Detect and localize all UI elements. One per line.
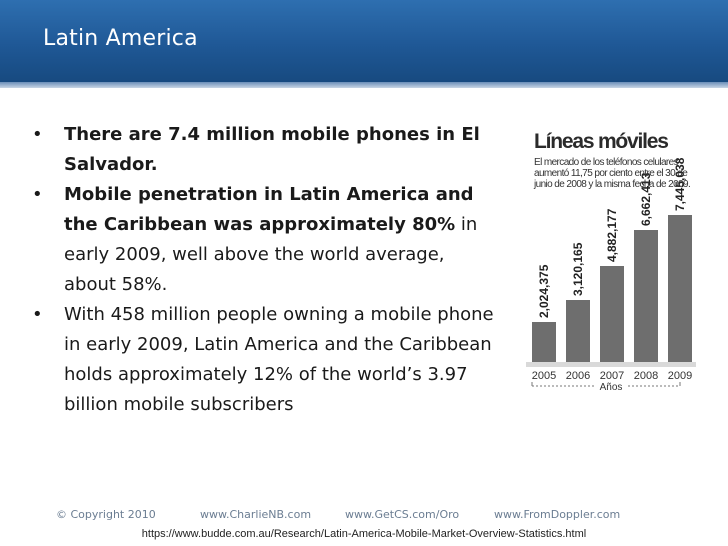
- chart-canvas: 2,024,375 2005 3,120,165 2006 4,882,177 2007 6…: [526, 157, 696, 393]
- bullet-text: With 458 million people owning a mobile …: [64, 304, 494, 415]
- chart-bar: [634, 230, 658, 362]
- chart-title: Líneas móviles: [534, 130, 669, 153]
- chart-bar: [532, 322, 556, 362]
- chart-bar: [566, 300, 590, 362]
- slide-title: Latin America: [43, 26, 198, 51]
- chart-subtitle: El mercado de los teléfonos celulares au…: [534, 157, 691, 190]
- bullet-dot-icon: •: [32, 304, 43, 325]
- slide-header: Latin America: [0, 0, 728, 82]
- mobile-lines-chart: 2,024,375 2005 3,120,165 2006 4,882,177 2007 6…: [520, 124, 700, 404]
- footer-link-getcs[interactable]: www.GetCS.com/Oro: [345, 508, 460, 521]
- bullet-item: • There are 7.4 million mobile phones in…: [30, 120, 495, 180]
- bullet-bold-text: There are 7.4 million mobile phones in E…: [64, 124, 480, 175]
- bullet-list: • There are 7.4 million mobile phones in…: [30, 120, 495, 420]
- chart-category-label: 2007: [600, 370, 624, 382]
- chart-data-label: 7,445,038: [673, 157, 687, 211]
- chart-x-axis-label: Años: [600, 382, 623, 393]
- chart-category-label: 2008: [634, 370, 658, 382]
- footer-link-fromdoppler[interactable]: www.FromDoppler.com: [494, 508, 621, 521]
- footer: © Copyright 2010 www.CharlieNB.com www.G…: [0, 508, 728, 522]
- bullet-text: in early 2009, well above the world aver…: [64, 214, 478, 295]
- chart-baseline: [526, 362, 696, 367]
- chart-data-label: 3,120,165: [571, 242, 585, 296]
- footer-copyright: © Copyright 2010: [56, 508, 156, 521]
- chart-axis-label-bg: [594, 380, 628, 392]
- chart-bar: [668, 215, 692, 362]
- bullet-item: • With 458 million people owning a mobil…: [30, 300, 495, 420]
- bullet-bold-text: Mobile penetration in Latin America and …: [64, 184, 474, 235]
- bullet-dot-icon: •: [32, 124, 43, 145]
- chart-bar: [600, 266, 624, 362]
- bullet-item: • Mobile penetration in Latin America an…: [30, 180, 495, 300]
- header-divider: [0, 82, 728, 88]
- chart-data-label: 2,024,375: [537, 264, 551, 318]
- chart-data-label: 6,662,413: [639, 172, 653, 226]
- footer-link-charlienb[interactable]: www.CharlieNB.com: [200, 508, 312, 521]
- chart-category-label: 2009: [668, 370, 692, 382]
- chart-category-label: 2006: [566, 370, 590, 382]
- chart-category-label: 2005: [532, 370, 556, 382]
- bullet-dot-icon: •: [32, 184, 43, 205]
- source-url[interactable]: https://www.budde.com.au/Research/Latin-…: [141, 528, 587, 540]
- chart-data-label: 4,882,177: [605, 208, 619, 262]
